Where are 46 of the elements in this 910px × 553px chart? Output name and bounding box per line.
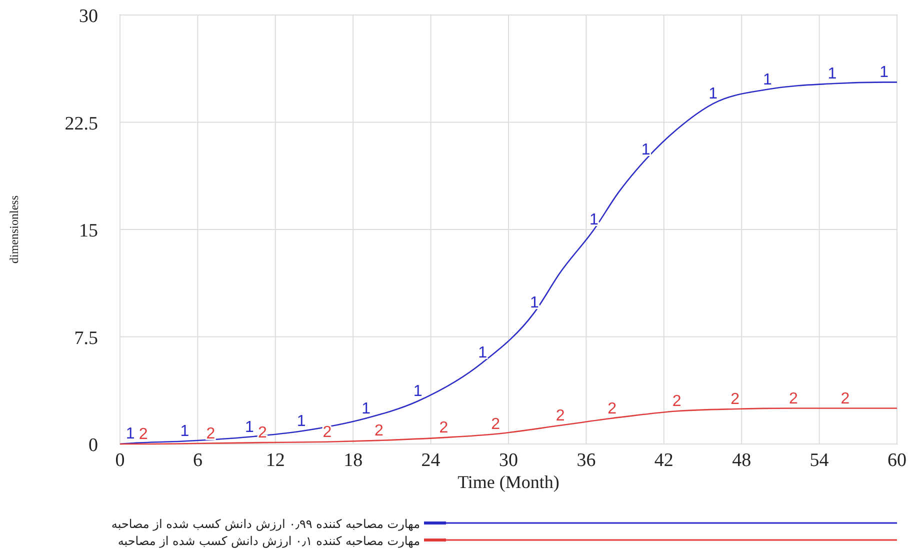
y-tick-label: 0 xyxy=(88,435,98,456)
x-tick-label: 30 xyxy=(499,450,518,471)
annotation: 1 xyxy=(413,383,422,400)
y-tick-label: 7.5 xyxy=(74,328,98,349)
x-axis-title: Time (Month) xyxy=(458,472,560,492)
annotation: 1 xyxy=(708,86,718,103)
annotation: 1 xyxy=(641,141,650,158)
x-tick-label: 6 xyxy=(192,450,202,471)
x-tick-label: 18 xyxy=(344,450,363,471)
annotation: 2 xyxy=(788,390,798,408)
annotation: 2 xyxy=(556,407,565,424)
annotation: 1 xyxy=(880,64,889,82)
annotation: 2 xyxy=(439,420,448,437)
annotation: 2 xyxy=(730,390,740,408)
x-tick-label: 36 xyxy=(576,450,596,471)
x-tick-label: 54 xyxy=(810,450,830,471)
annotation: 1 xyxy=(530,294,539,312)
y-axis-title: dimensionless xyxy=(7,195,21,264)
x-tick-label: 12 xyxy=(266,450,285,471)
legend-label: مهارت مصاحبه کننده ۰٫۱ ارزش دانش کسب شده از مصاحبه xyxy=(118,534,420,548)
x-tick-label: 60 xyxy=(888,450,906,471)
annotation: 1 xyxy=(296,413,306,430)
annotation: 1 xyxy=(828,66,837,83)
y-tick-label: 30 xyxy=(79,6,98,27)
annotation: 2 xyxy=(840,390,850,408)
annotation: 2 xyxy=(672,393,682,410)
x-tick-label: 0 xyxy=(115,450,125,471)
y-tick-label: 22.5 xyxy=(64,113,98,134)
annotation: 1 xyxy=(126,425,135,442)
annotation: 2 xyxy=(322,424,332,441)
x-tick-label: 42 xyxy=(654,450,674,471)
x-tick-label: 48 xyxy=(732,450,752,471)
annotation: 1 xyxy=(180,423,190,440)
annotation: 1 xyxy=(362,400,371,418)
annotation: 2 xyxy=(374,422,384,440)
annotation: 1 xyxy=(245,418,254,436)
annotation: 1 xyxy=(763,71,772,88)
x-tick-label: 24 xyxy=(421,450,441,471)
annotation: 2 xyxy=(206,425,216,442)
annotation: 1 xyxy=(590,212,599,228)
annotation: 2 xyxy=(608,400,617,418)
annotation: 2 xyxy=(491,416,500,433)
annotation: 1 xyxy=(478,344,488,362)
annotation: 2 xyxy=(138,426,148,443)
y-tick-label: 15 xyxy=(79,220,98,242)
legend-label: مهارت مصاحبه کننده ۰٫۹۹ ارزش دانش کسب شده از مصاحبه xyxy=(111,517,420,531)
